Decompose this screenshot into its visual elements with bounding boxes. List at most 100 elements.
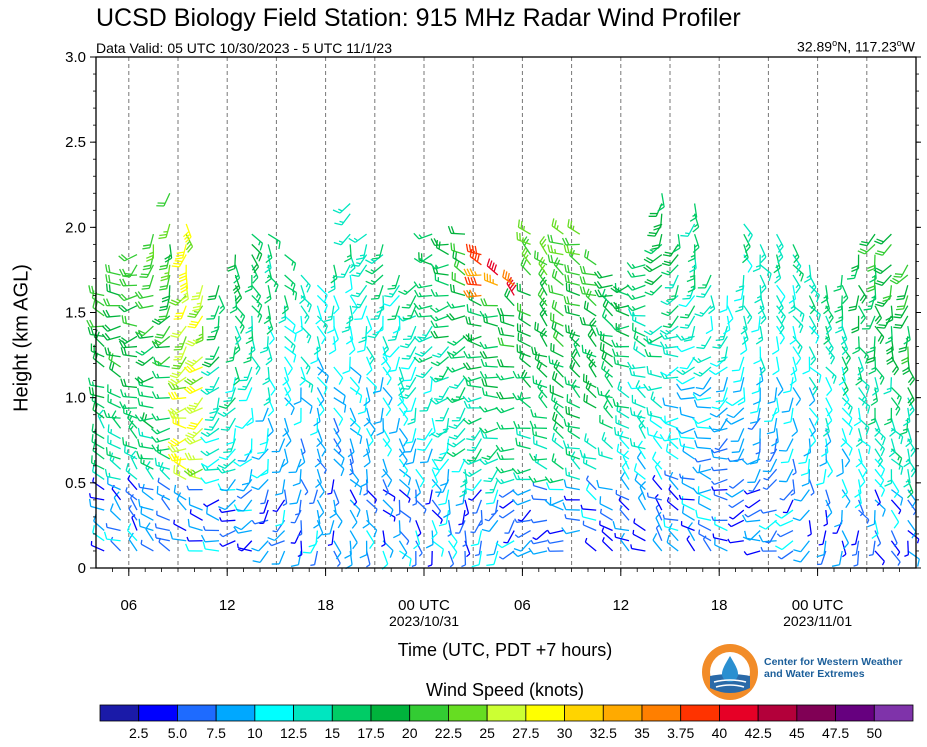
wind-barb bbox=[874, 530, 882, 547]
wind-barb bbox=[200, 534, 220, 543]
wind-barb bbox=[630, 544, 646, 552]
wind-barb bbox=[349, 478, 363, 496]
wind-barb bbox=[122, 405, 138, 419]
wind-barb bbox=[551, 411, 564, 429]
wind-barb bbox=[382, 438, 393, 457]
wind-barb bbox=[857, 356, 864, 376]
wind-barb bbox=[643, 254, 663, 264]
wind-barb bbox=[657, 193, 665, 212]
wind-barb bbox=[167, 382, 187, 391]
wind-barb bbox=[135, 325, 154, 337]
wind-barb bbox=[105, 274, 121, 286]
wind-barb bbox=[218, 499, 236, 511]
wind-barb bbox=[251, 540, 269, 552]
wind-barb bbox=[235, 499, 253, 512]
wind-barb bbox=[893, 315, 909, 329]
wind-barb bbox=[893, 305, 909, 319]
wind-barb bbox=[439, 418, 450, 435]
wind-barb bbox=[874, 233, 892, 245]
wind-barb bbox=[531, 494, 548, 501]
wind-barb bbox=[711, 397, 728, 410]
wind-barb bbox=[853, 407, 862, 427]
wind-barb bbox=[233, 526, 252, 534]
wind-barb bbox=[246, 407, 254, 427]
logo-line-1: Center for Western Weather bbox=[764, 656, 903, 668]
wind-barb bbox=[234, 519, 253, 531]
wind-barb bbox=[111, 410, 122, 429]
wind-barb bbox=[582, 520, 597, 532]
wind-barb bbox=[345, 326, 354, 345]
wind-barb bbox=[762, 458, 778, 473]
wind-barb bbox=[271, 438, 286, 453]
wind-barb bbox=[347, 438, 355, 458]
wind-barb bbox=[614, 532, 630, 542]
wind-barb bbox=[187, 518, 203, 532]
wind-barb bbox=[447, 335, 466, 346]
wind-barb bbox=[586, 349, 597, 368]
wind-barb bbox=[664, 415, 679, 429]
wind-barb bbox=[728, 499, 745, 509]
wind-barb bbox=[692, 487, 712, 495]
wind-barb bbox=[731, 356, 745, 372]
wind-barb bbox=[134, 376, 154, 384]
wind-barb bbox=[384, 284, 400, 298]
wind-barb bbox=[689, 203, 698, 222]
colorbar-swatch bbox=[331, 704, 372, 722]
wind-barb bbox=[692, 417, 712, 425]
wind-barb bbox=[447, 225, 466, 235]
wind-barb bbox=[496, 359, 515, 368]
wind-barb bbox=[538, 267, 548, 286]
wind-barb bbox=[907, 489, 917, 508]
wind-barb bbox=[655, 511, 663, 531]
wind-barb bbox=[451, 271, 466, 286]
wind-barb bbox=[513, 540, 532, 552]
wind-barb bbox=[440, 469, 450, 487]
wind-barb bbox=[858, 284, 867, 304]
wind-barb bbox=[680, 305, 696, 319]
wind-barb bbox=[767, 387, 778, 405]
wind-barb bbox=[725, 489, 745, 498]
wind-barb bbox=[841, 530, 850, 550]
wind-barb bbox=[874, 366, 885, 385]
wind-barb bbox=[118, 293, 138, 302]
wind-barb bbox=[453, 258, 466, 276]
wind-barb bbox=[267, 530, 286, 542]
wind-barb bbox=[483, 468, 499, 483]
wind-barb bbox=[365, 356, 373, 376]
wind-barb bbox=[735, 274, 745, 293]
wind-barb bbox=[857, 499, 865, 517]
wind-barb bbox=[448, 530, 458, 549]
wind-barb bbox=[627, 361, 646, 370]
wind-barb bbox=[852, 336, 860, 355]
colorbar-label: 17.5 bbox=[357, 725, 384, 741]
wind-barb bbox=[241, 469, 253, 486]
wind-barb bbox=[735, 295, 745, 313]
wind-barb bbox=[832, 520, 843, 534]
wind-barb bbox=[678, 295, 696, 308]
wind-barb bbox=[382, 336, 390, 356]
wind-barb bbox=[733, 366, 745, 383]
wind-barb bbox=[381, 458, 388, 478]
wind-barb bbox=[841, 438, 853, 456]
wind-barb bbox=[905, 428, 913, 448]
wind-barb bbox=[890, 540, 901, 556]
wind-barb bbox=[776, 233, 784, 253]
wind-barb bbox=[434, 387, 450, 401]
wind-barb bbox=[868, 356, 877, 375]
wind-barb bbox=[397, 366, 405, 386]
wind-barb bbox=[662, 514, 679, 521]
wind-barb bbox=[566, 394, 581, 409]
wind-barb bbox=[544, 499, 564, 506]
wind-barb bbox=[415, 540, 423, 557]
wind-barb bbox=[107, 394, 121, 409]
wind-barb bbox=[309, 489, 319, 505]
wind-barb bbox=[695, 376, 712, 390]
wind-barb bbox=[562, 502, 580, 511]
wind-barb bbox=[776, 376, 784, 396]
wind-barb bbox=[855, 366, 863, 386]
wind-barb bbox=[259, 499, 269, 514]
wind-barb bbox=[867, 254, 876, 272]
wind-barb bbox=[667, 285, 679, 301]
wind-barb bbox=[595, 327, 613, 337]
wind-barb bbox=[366, 417, 376, 437]
